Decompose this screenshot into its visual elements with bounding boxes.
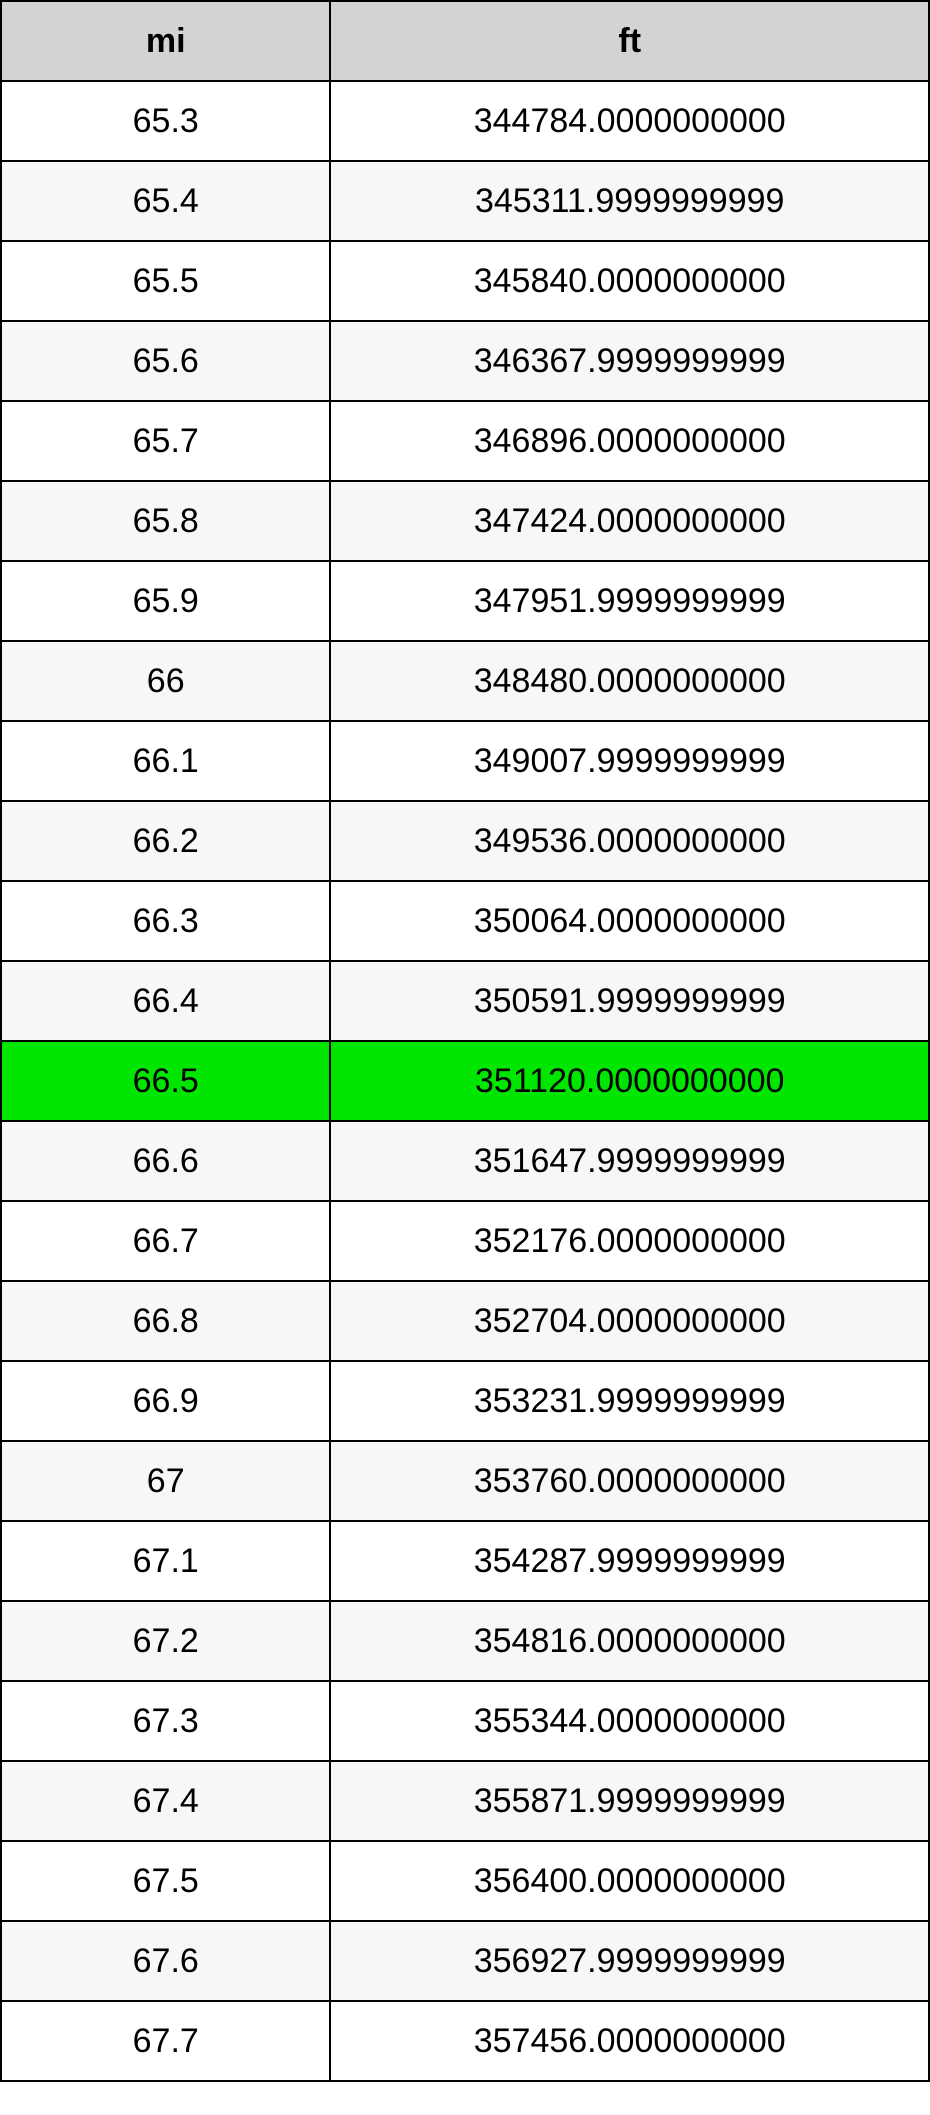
cell-ft: 349536.0000000000 xyxy=(330,801,929,881)
cell-ft: 352704.0000000000 xyxy=(330,1281,929,1361)
cell-mi: 67.6 xyxy=(1,1921,330,2001)
cell-ft: 351647.9999999999 xyxy=(330,1121,929,1201)
table-row: 66348480.0000000000 xyxy=(1,641,929,721)
cell-mi: 66.8 xyxy=(1,1281,330,1361)
cell-ft: 346896.0000000000 xyxy=(330,401,929,481)
cell-mi: 67.3 xyxy=(1,1681,330,1761)
table-row: 66.9353231.9999999999 xyxy=(1,1361,929,1441)
cell-mi: 65.6 xyxy=(1,321,330,401)
cell-ft: 355871.9999999999 xyxy=(330,1761,929,1841)
column-header-mi: mi xyxy=(1,1,330,81)
cell-mi: 66.5 xyxy=(1,1041,330,1121)
table-row: 66.7352176.0000000000 xyxy=(1,1201,929,1281)
table-row: 67.2354816.0000000000 xyxy=(1,1601,929,1681)
table-row: 67.4355871.9999999999 xyxy=(1,1761,929,1841)
cell-mi: 67.2 xyxy=(1,1601,330,1681)
cell-mi: 66.2 xyxy=(1,801,330,881)
cell-mi: 67.5 xyxy=(1,1841,330,1921)
table-row: 67.3355344.0000000000 xyxy=(1,1681,929,1761)
cell-mi: 67 xyxy=(1,1441,330,1521)
table-row: 66.2349536.0000000000 xyxy=(1,801,929,881)
cell-ft: 354816.0000000000 xyxy=(330,1601,929,1681)
table-row: 65.6346367.9999999999 xyxy=(1,321,929,401)
table-body: 65.3344784.000000000065.4345311.99999999… xyxy=(1,81,929,2081)
table-row: 66.4350591.9999999999 xyxy=(1,961,929,1041)
cell-mi: 67.1 xyxy=(1,1521,330,1601)
table-row: 67.7357456.0000000000 xyxy=(1,2001,929,2081)
cell-ft: 355344.0000000000 xyxy=(330,1681,929,1761)
cell-ft: 350064.0000000000 xyxy=(330,881,929,961)
cell-ft: 352176.0000000000 xyxy=(330,1201,929,1281)
conversion-table: mi ft 65.3344784.000000000065.4345311.99… xyxy=(0,0,930,2082)
cell-ft: 351120.0000000000 xyxy=(330,1041,929,1121)
cell-ft: 347424.0000000000 xyxy=(330,481,929,561)
cell-mi: 65.7 xyxy=(1,401,330,481)
table-row: 65.5345840.0000000000 xyxy=(1,241,929,321)
table-row: 67353760.0000000000 xyxy=(1,1441,929,1521)
table-row: 65.3344784.0000000000 xyxy=(1,81,929,161)
cell-mi: 66.6 xyxy=(1,1121,330,1201)
cell-ft: 344784.0000000000 xyxy=(330,81,929,161)
cell-mi: 66.3 xyxy=(1,881,330,961)
cell-ft: 347951.9999999999 xyxy=(330,561,929,641)
cell-ft: 356927.9999999999 xyxy=(330,1921,929,2001)
cell-mi: 66.7 xyxy=(1,1201,330,1281)
cell-mi: 67.7 xyxy=(1,2001,330,2081)
cell-ft: 356400.0000000000 xyxy=(330,1841,929,1921)
cell-mi: 65.8 xyxy=(1,481,330,561)
cell-mi: 65.4 xyxy=(1,161,330,241)
cell-ft: 350591.9999999999 xyxy=(330,961,929,1041)
cell-mi: 65.9 xyxy=(1,561,330,641)
cell-mi: 65.3 xyxy=(1,81,330,161)
cell-ft: 354287.9999999999 xyxy=(330,1521,929,1601)
table-row: 66.5351120.0000000000 xyxy=(1,1041,929,1121)
table-row: 65.7346896.0000000000 xyxy=(1,401,929,481)
cell-ft: 346367.9999999999 xyxy=(330,321,929,401)
cell-mi: 66.1 xyxy=(1,721,330,801)
cell-ft: 345311.9999999999 xyxy=(330,161,929,241)
cell-ft: 349007.9999999999 xyxy=(330,721,929,801)
cell-ft: 357456.0000000000 xyxy=(330,2001,929,2081)
table-row: 66.3350064.0000000000 xyxy=(1,881,929,961)
cell-mi: 67.4 xyxy=(1,1761,330,1841)
table-header-row: mi ft xyxy=(1,1,929,81)
cell-mi: 65.5 xyxy=(1,241,330,321)
cell-ft: 353760.0000000000 xyxy=(330,1441,929,1521)
table-row: 67.5356400.0000000000 xyxy=(1,1841,929,1921)
table-row: 66.1349007.9999999999 xyxy=(1,721,929,801)
table-row: 66.8352704.0000000000 xyxy=(1,1281,929,1361)
table-row: 66.6351647.9999999999 xyxy=(1,1121,929,1201)
table-row: 67.1354287.9999999999 xyxy=(1,1521,929,1601)
cell-ft: 353231.9999999999 xyxy=(330,1361,929,1441)
table-row: 65.9347951.9999999999 xyxy=(1,561,929,641)
cell-mi: 66.9 xyxy=(1,1361,330,1441)
cell-ft: 345840.0000000000 xyxy=(330,241,929,321)
cell-mi: 66 xyxy=(1,641,330,721)
column-header-ft: ft xyxy=(330,1,929,81)
cell-ft: 348480.0000000000 xyxy=(330,641,929,721)
table-row: 67.6356927.9999999999 xyxy=(1,1921,929,2001)
table-row: 65.4345311.9999999999 xyxy=(1,161,929,241)
table-row: 65.8347424.0000000000 xyxy=(1,481,929,561)
cell-mi: 66.4 xyxy=(1,961,330,1041)
